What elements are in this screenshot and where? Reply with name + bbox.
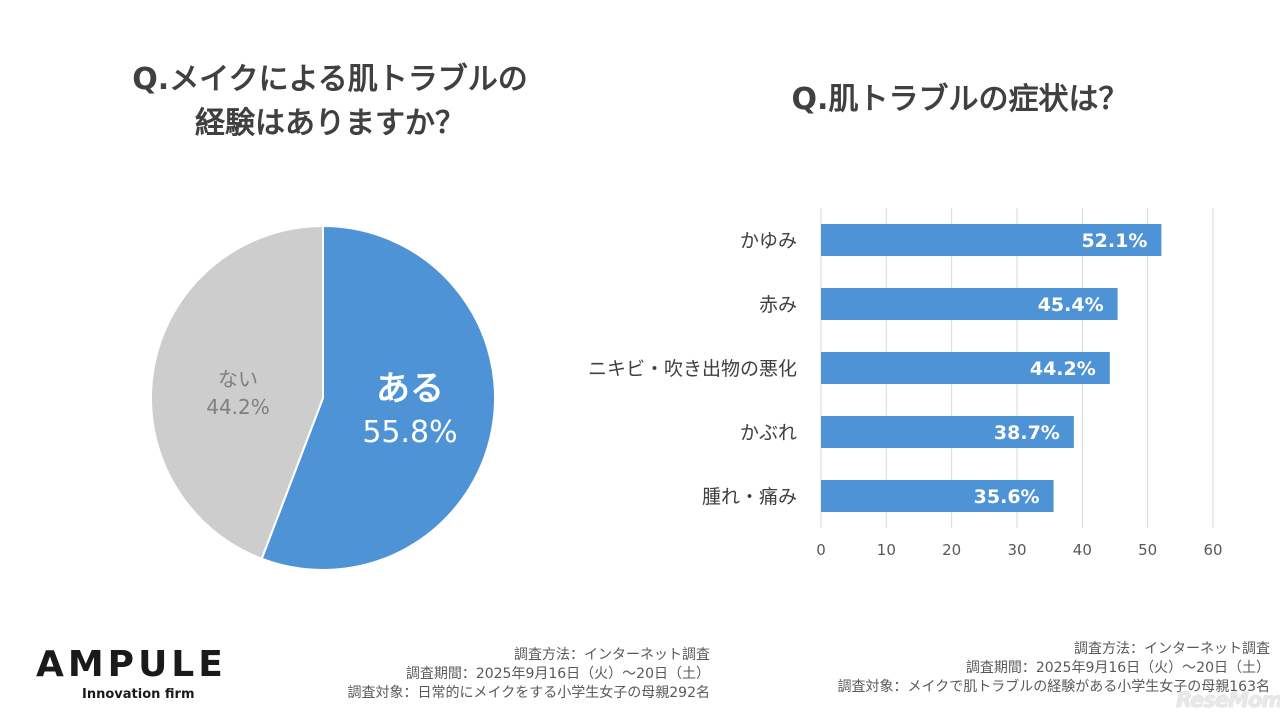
x-tick-label: 20 <box>942 541 961 559</box>
survey-note-left: 調査方法：インターネット調査 調査期間：2025年9月16日（火）～20日（土）… <box>250 646 710 703</box>
pie-slice-aru <box>260 224 496 571</box>
note-method: 調査方法：インターネット調査 <box>514 647 710 663</box>
x-tick-label: 60 <box>1203 541 1222 559</box>
pie-chart-title: Q.メイクによる肌トラブルの 経験はありますか？ <box>80 58 580 146</box>
bar-chart-bars <box>821 224 1162 512</box>
survey-note-right: 調査方法：インターネット調査 調査期間：2025年9月16日（火）～20日（土）… <box>760 640 1270 697</box>
bar <box>821 416 1074 448</box>
bar-value-label: 38.7% <box>994 422 1060 444</box>
ampule-logo: AMPULE Innovation firm <box>36 644 236 703</box>
x-tick-label: 40 <box>1073 541 1092 559</box>
category-label: 赤み <box>759 294 797 316</box>
bar-value-label: 45.4% <box>1038 294 1104 316</box>
resemom-watermark: ReseMom <box>1176 688 1280 712</box>
bar <box>821 480 1054 512</box>
x-tick-label: 50 <box>1138 541 1157 559</box>
note-method: 調査方法：インターネット調査 <box>1074 641 1270 657</box>
category-label: ニキビ・吹き出物の悪化 <box>588 358 797 380</box>
pie-label-aru: ある <box>376 369 444 409</box>
logo-tagline: Innovation firm <box>82 687 195 702</box>
bar-chart-title: Q.肌トラブルの症状は？ <box>791 82 1129 117</box>
note-period: 調査期間：2025年9月16日（火）～20日（土） <box>405 666 710 682</box>
category-label: 腫れ・痛み <box>702 486 797 508</box>
x-tick-label: 0 <box>816 541 826 559</box>
pie-title-line2: 経験はありますか？ <box>195 106 465 141</box>
bar-value-label: 35.6% <box>974 486 1040 508</box>
pie-value-aru: 55.8% <box>362 415 457 450</box>
logo-name: AMPULE <box>36 644 227 685</box>
x-tick-label: 30 <box>1007 541 1026 559</box>
category-label: かぶれ <box>740 422 797 444</box>
pie-slice-nai <box>150 224 324 560</box>
pie-value-nai: 44.2% <box>206 395 270 419</box>
pie-title-line1: Q.メイクによる肌トラブルの <box>132 62 528 97</box>
pie-chart <box>150 224 496 571</box>
bar <box>821 288 1118 320</box>
note-target: 調査対象：メイクで肌トラブルの経験がある小学生女子の母親163名 <box>837 679 1270 695</box>
bar <box>821 352 1110 384</box>
x-tick-label: 10 <box>877 541 896 559</box>
pie-label-nai: ない <box>218 367 258 391</box>
note-period: 調査期間：2025年9月16日（火）～20日（土） <box>965 660 1270 676</box>
bar-value-label: 44.2% <box>1030 358 1096 380</box>
bar <box>821 224 1162 256</box>
category-label: かゆみ <box>740 230 797 252</box>
bar-value-label: 52.1% <box>1081 230 1147 252</box>
note-target: 調査対象：日常的にメイクをする小学生女子の母親292名 <box>347 685 710 701</box>
bar-chart-value-labels: 52.1% 45.4% 44.2% 38.7% 35.6% <box>974 230 1148 508</box>
bar-chart-x-ticks: 0 10 20 30 40 50 60 <box>816 541 1222 559</box>
